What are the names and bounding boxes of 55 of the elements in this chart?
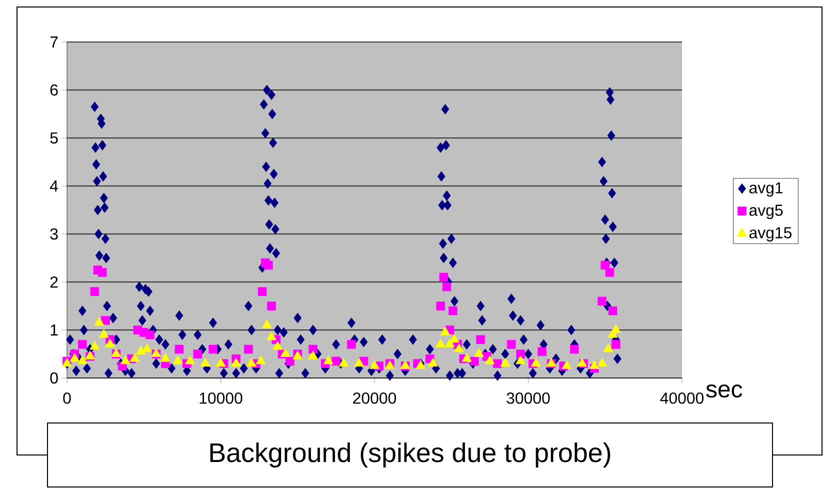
point <box>120 356 130 364</box>
point <box>484 356 495 364</box>
point <box>77 356 88 364</box>
point <box>160 353 170 362</box>
point <box>272 341 283 350</box>
point <box>280 348 290 357</box>
point <box>323 356 334 364</box>
point <box>98 329 109 338</box>
x-axis-title: sec <box>706 384 742 398</box>
point <box>589 360 600 369</box>
y-tick-label: 4 <box>50 180 58 192</box>
point <box>142 344 152 352</box>
point <box>500 358 510 367</box>
point <box>474 348 484 357</box>
point <box>436 338 446 348</box>
y-tick-label: 6 <box>50 84 58 96</box>
point <box>130 353 140 362</box>
point <box>262 320 272 328</box>
legend-label: avg15 <box>749 227 792 242</box>
y-tick-label: 5 <box>50 132 58 144</box>
legend-label: avg1 <box>749 182 783 197</box>
point <box>530 358 541 367</box>
point <box>603 344 614 352</box>
x-tick-label: 40000 <box>660 392 704 404</box>
point <box>444 338 455 348</box>
y-tick-label: 0 <box>50 372 58 384</box>
y-tick-label: 1 <box>50 324 58 336</box>
text: Background (spikes due to probe) <box>210 442 610 468</box>
point <box>562 360 572 369</box>
point <box>246 358 256 367</box>
point <box>231 358 242 367</box>
point <box>94 317 104 326</box>
x-tick-label: 0 <box>63 392 71 404</box>
point <box>216 358 226 367</box>
point <box>90 341 100 350</box>
point <box>105 338 116 348</box>
y-tick-label: 2 <box>50 276 58 288</box>
point <box>136 346 146 355</box>
x-tick-label: 30000 <box>506 392 550 404</box>
y-tick-label: 7 <box>50 36 58 48</box>
point <box>172 356 183 364</box>
point <box>428 358 438 367</box>
legend-label: avg5 <box>749 204 783 220</box>
point <box>610 324 621 333</box>
point <box>256 356 266 364</box>
point <box>185 356 195 364</box>
point <box>338 358 349 367</box>
point <box>449 334 460 343</box>
y-tick-label: 3 <box>50 228 58 240</box>
point <box>70 353 80 362</box>
x-tick-label: 20000 <box>353 392 396 404</box>
point <box>462 353 472 362</box>
point <box>597 358 608 367</box>
x-tick-label: 10000 <box>200 392 242 404</box>
point <box>454 344 464 352</box>
